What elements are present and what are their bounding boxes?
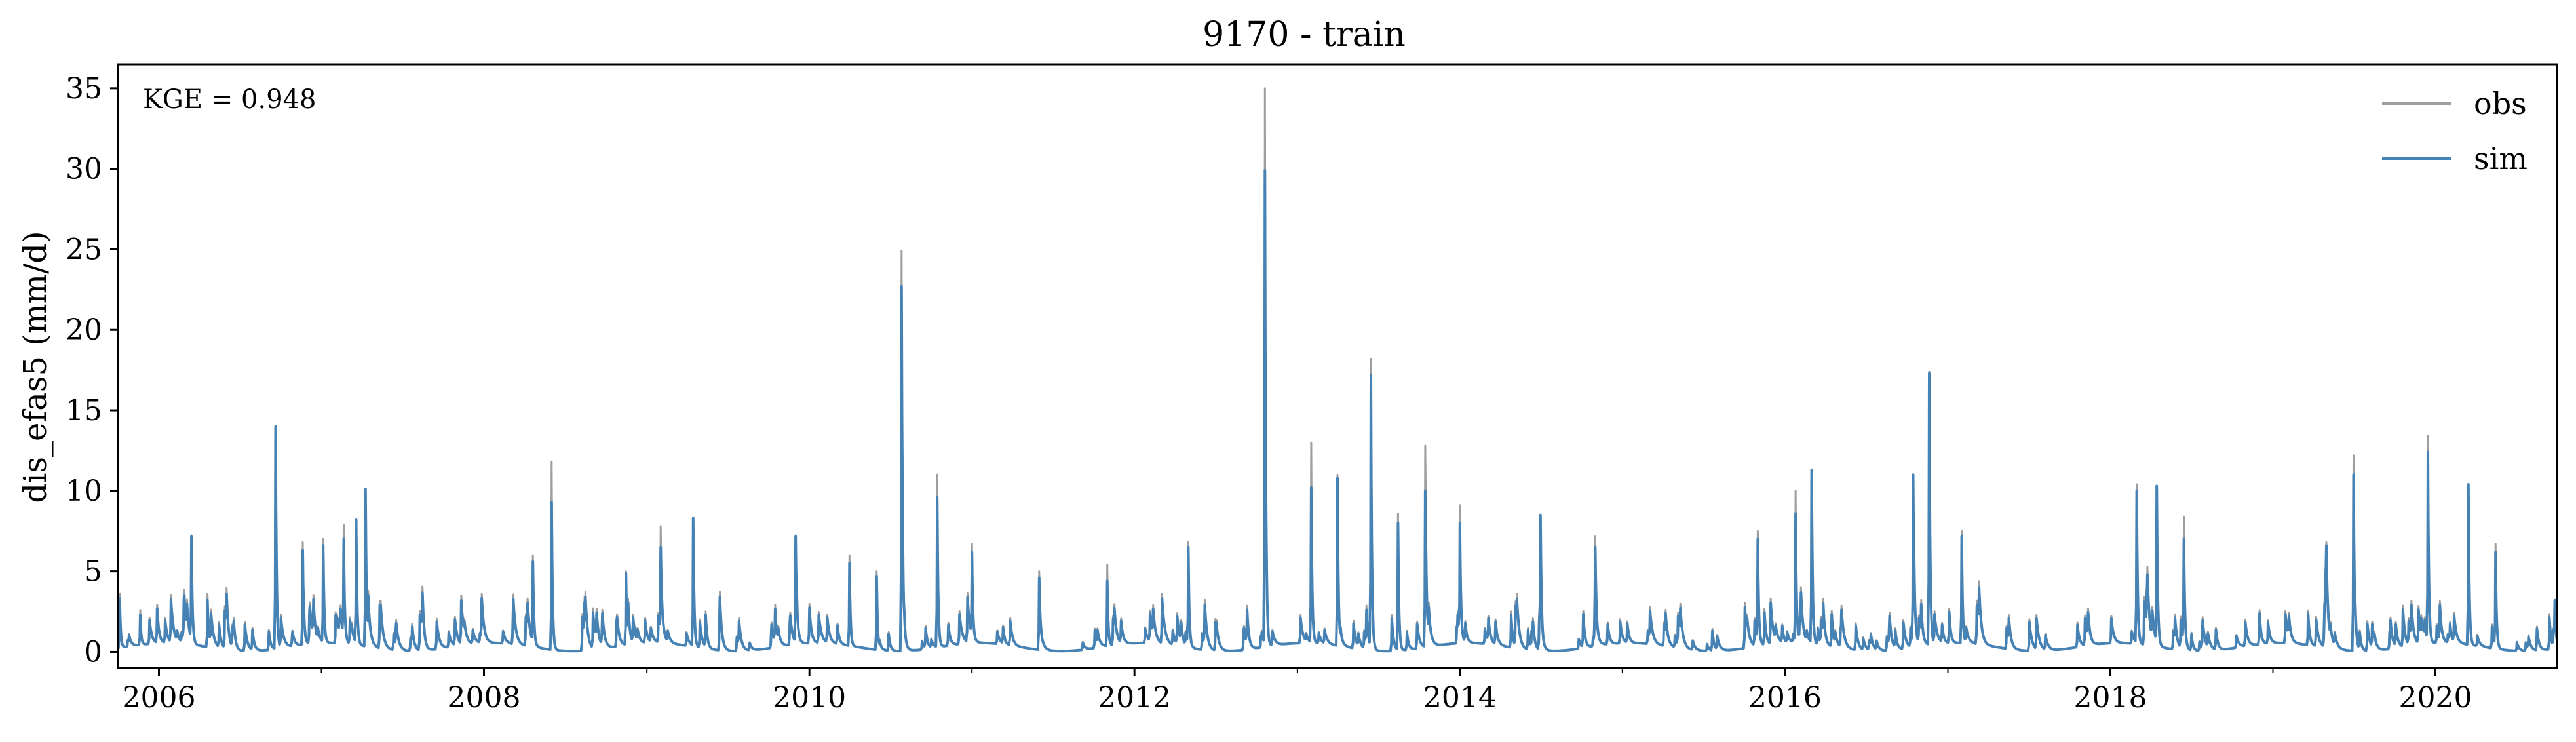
y-tick-label: 25 [66,233,102,266]
kge-annotation: KGE = 0.948 [143,85,317,115]
y-axis: 0 5 10 15 20 25 30 35 [66,72,118,669]
y-tick-label: 20 [66,313,102,347]
x-tick-label: 2016 [1748,681,1822,714]
legend-obs-label: obs [2474,86,2527,121]
chart-title: 9170 - train [1202,15,1406,54]
series-layer [118,87,2557,653]
x-tick-label: 2014 [1423,681,1497,714]
y-tick-label: 0 [84,635,102,669]
y-tick-label: 10 [66,475,102,508]
x-tick-label: 2012 [1098,681,1171,714]
x-tick-label: 2008 [448,681,521,714]
y-tick-label: 5 [84,555,102,589]
x-tick-label: 2020 [2399,681,2472,714]
y-tick-label: 35 [66,72,102,106]
x-tick-label: 2018 [2074,681,2147,714]
x-axis: 2006 2008 2010 2012 2014 2016 2018 2020 [123,668,2472,714]
legend-sim-label: sim [2474,141,2528,176]
plot-frame [117,63,2558,669]
legend: obs sim [2382,86,2528,176]
y-axis-label: dis_efas5 (mm/d) [17,231,54,503]
x-tick-label: 2010 [773,681,846,714]
series-line-sim [118,169,2557,653]
x-tick-label: 2006 [123,681,196,714]
y-tick-label: 30 [66,153,102,186]
y-tick-label: 15 [66,394,102,427]
